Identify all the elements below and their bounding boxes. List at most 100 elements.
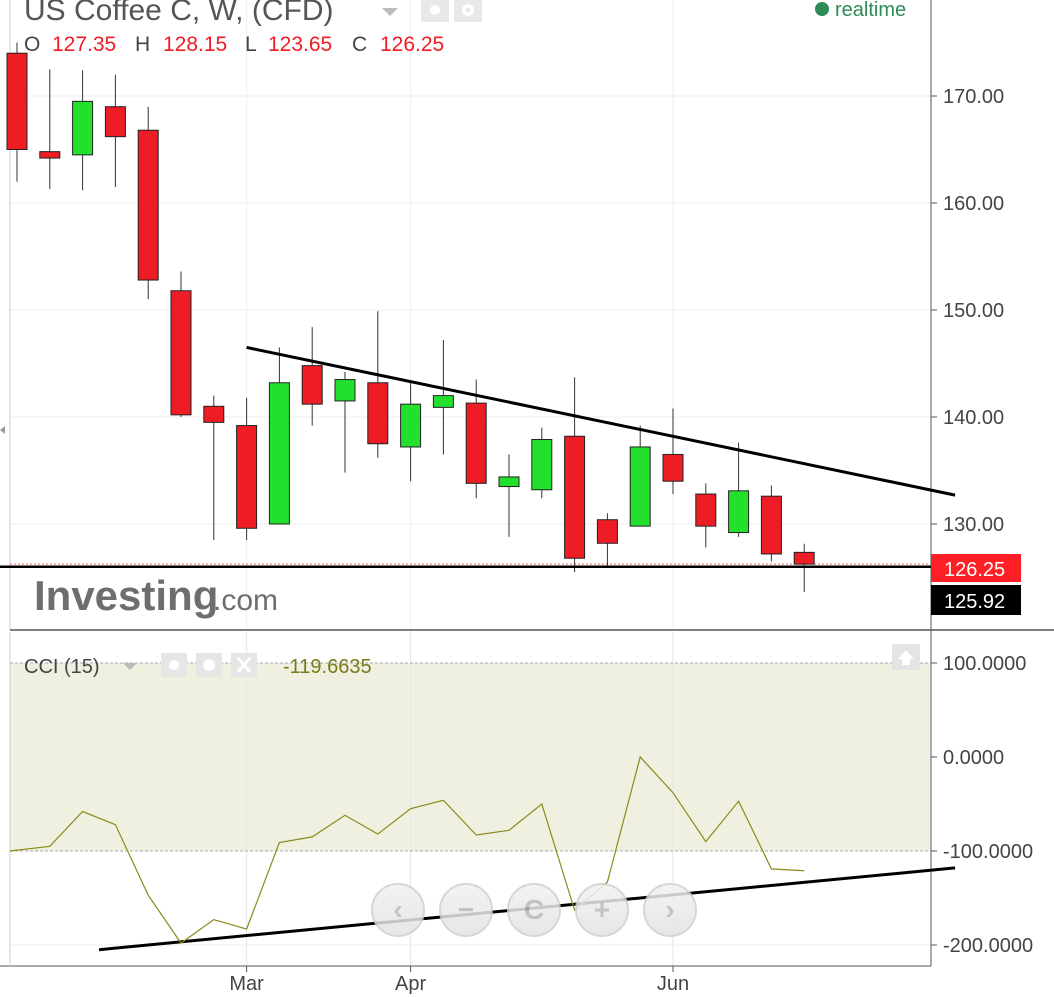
candle bbox=[531, 427, 553, 499]
zoom-out-button[interactable]: − bbox=[439, 883, 493, 937]
last-price-badge: 126.25 bbox=[931, 554, 1021, 582]
cci-tick-label: -100.0000 bbox=[943, 841, 1033, 863]
candle-body-up bbox=[531, 438, 553, 491]
candle-body-down bbox=[367, 382, 389, 445]
close-label: C bbox=[352, 33, 367, 56]
candle-body-down bbox=[236, 425, 258, 529]
candle bbox=[662, 408, 684, 495]
candle bbox=[39, 69, 61, 190]
eye-icon bbox=[169, 660, 179, 670]
navigation-controls: ‹ − C + › bbox=[371, 883, 697, 937]
candle bbox=[104, 74, 126, 187]
candles bbox=[6, 42, 815, 592]
time-tick-label: Apr bbox=[395, 973, 426, 995]
investing-logo: Investing .com bbox=[34, 572, 278, 619]
nav-button-circle bbox=[371, 883, 425, 937]
candle bbox=[695, 483, 717, 548]
last-price-value: 126.25 bbox=[944, 559, 1005, 581]
low-label: L bbox=[245, 33, 257, 56]
candle-body-up bbox=[334, 379, 356, 402]
indicator-label: CCI (15) bbox=[24, 656, 100, 678]
nav-button-circle bbox=[439, 883, 493, 937]
watermark-suffix: .com bbox=[213, 584, 278, 617]
price-tick-label: 160.00 bbox=[943, 193, 1004, 215]
nav-button-circle bbox=[575, 883, 629, 937]
candle bbox=[432, 339, 454, 455]
open-label: O bbox=[24, 33, 40, 56]
cci-tick-label: -200.0000 bbox=[943, 935, 1033, 957]
candle-body-down bbox=[301, 365, 323, 405]
resistance-trendline bbox=[246, 345, 956, 497]
candle bbox=[596, 513, 618, 567]
gear-icon bbox=[203, 659, 215, 671]
candle bbox=[334, 372, 356, 473]
low-value: 123.65 bbox=[268, 33, 332, 56]
nav-button-label: › bbox=[665, 894, 674, 925]
high-label: H bbox=[135, 33, 150, 56]
eye-icon bbox=[430, 5, 440, 15]
candle-body-up bbox=[72, 100, 94, 156]
reset-button[interactable]: C bbox=[507, 883, 561, 937]
candle-body-down bbox=[662, 453, 684, 482]
candle-body-up bbox=[629, 446, 651, 527]
watermark-brand: Investing bbox=[34, 572, 218, 619]
candle-body-down bbox=[170, 290, 192, 416]
candle bbox=[6, 42, 28, 182]
candle bbox=[400, 382, 422, 482]
candle-body-up bbox=[432, 395, 454, 408]
realtime-status-dot bbox=[815, 2, 829, 16]
chart-header: US Coffee C, W, (CFD) realtime bbox=[24, 0, 906, 27]
nav-button-circle bbox=[507, 883, 561, 937]
candle-body-up bbox=[400, 403, 422, 448]
cci-layer bbox=[9, 755, 805, 944]
time-tick-label: Mar bbox=[229, 973, 264, 995]
candle bbox=[203, 395, 225, 541]
candle-body-down bbox=[695, 493, 717, 527]
ohlc-readout: O 127.35 H 128.15 L 123.65 C 126.25 bbox=[24, 33, 444, 56]
nav-button-label: C bbox=[524, 894, 544, 925]
price-tick-label: 150.00 bbox=[943, 300, 1004, 322]
zoom-in-button[interactable]: + bbox=[575, 883, 629, 937]
candle bbox=[465, 379, 487, 499]
cci-tick-label: 100.0000 bbox=[943, 653, 1026, 675]
candle-body-down bbox=[203, 405, 225, 423]
arrow-up-icon bbox=[898, 650, 914, 665]
candle-body-down bbox=[39, 151, 61, 159]
candle-body-down bbox=[104, 106, 126, 138]
y-ticks: 170.00 160.00 150.00 140.00 130.00 100.0000 0.… bbox=[931, 86, 1033, 957]
candle-body-down bbox=[596, 519, 618, 544]
candle-body-up bbox=[498, 476, 520, 488]
candle bbox=[268, 347, 290, 525]
candle bbox=[72, 70, 94, 191]
current-price-badge: 125.92 bbox=[931, 585, 1021, 615]
scroll-left-icon[interactable] bbox=[0, 426, 5, 434]
close-value: 126.25 bbox=[380, 33, 444, 56]
scroll-right-button[interactable]: › bbox=[643, 883, 697, 937]
candle-body-up bbox=[728, 490, 750, 534]
cci-tick-label: 0.0000 bbox=[943, 747, 1004, 769]
candle bbox=[367, 311, 389, 458]
indicator-header: CCI (15) -119.6635 bbox=[24, 644, 920, 678]
realtime-label: realtime bbox=[835, 0, 906, 21]
cci-series-line bbox=[9, 755, 805, 944]
scroll-left-button[interactable]: ‹ bbox=[371, 883, 425, 937]
candle-body-down bbox=[6, 52, 28, 151]
nav-button-label: − bbox=[458, 894, 474, 925]
candle bbox=[629, 425, 651, 527]
candle bbox=[236, 397, 258, 541]
title-dropdown-icon[interactable] bbox=[382, 8, 398, 16]
candle bbox=[760, 485, 782, 562]
candle-body-down bbox=[137, 129, 159, 281]
candle bbox=[728, 442, 750, 537]
high-value: 128.15 bbox=[163, 33, 227, 56]
candle bbox=[137, 106, 159, 300]
indicator-dropdown-icon[interactable] bbox=[123, 663, 137, 670]
candle bbox=[301, 327, 323, 426]
time-tick-label: Jun bbox=[657, 973, 689, 995]
indicator-value: -119.6635 bbox=[283, 656, 372, 678]
candle bbox=[170, 271, 192, 417]
current-price-value: 125.92 bbox=[944, 591, 1005, 613]
candle-body-down bbox=[564, 435, 586, 559]
